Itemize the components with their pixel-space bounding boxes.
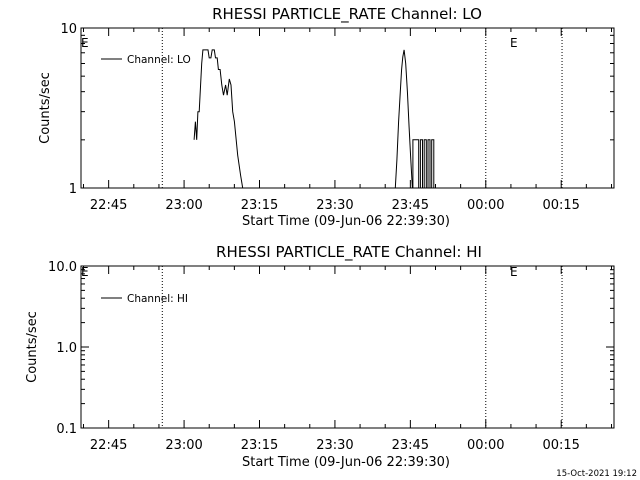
panel-lo-series (193, 49, 435, 189)
panel-hi-ytick-label: 10.0 (48, 260, 77, 275)
panel-lo: RHESSI PARTICLE_RATE Channel: LO 22:45 23… (38, 5, 615, 229)
panel-lo-xtick-label: 00:15 (542, 198, 579, 213)
panel-lo-vlines (161, 28, 563, 188)
panel-lo-xlabel: Start Time (09-Jun-06 22:39:30) (242, 214, 450, 229)
panel-hi-xtick-label: 00:15 (542, 438, 579, 453)
footer-timestamp: 15-Oct-2021 19:12 (556, 469, 637, 479)
panel-lo-axis-ticks: 22:45 23:00 23:15 23:30 23:45 00:00 00:15 1 10 (60, 22, 614, 213)
panel-hi-marker-start: E (81, 265, 89, 279)
panel-hi-xtick-label: 22:45 (90, 438, 127, 453)
series-lo-segment-3 (412, 139, 435, 189)
panel-lo-xtick-label: 23:00 (165, 198, 202, 213)
panel-hi-marker-end: E (510, 265, 518, 279)
panel-hi-ytick-label: 1.0 (56, 341, 77, 356)
panel-lo-xtick-label: 22:45 (90, 198, 127, 213)
panel-hi-ylabel: Counts/sec (25, 311, 40, 383)
panel-hi-title: RHESSI PARTICLE_RATE Channel: HI (216, 243, 482, 262)
panel-lo-xtick-label: 23:45 (392, 198, 429, 213)
panel-lo-legend-label: Channel: LO (127, 54, 191, 66)
panel-hi-xtick-label: 23:00 (165, 438, 202, 453)
panel-hi-legend-label: Channel: HI (127, 293, 188, 305)
panel-lo-ytick-label: 1 (69, 182, 77, 197)
panel-lo-ylabel: Counts/sec (38, 72, 53, 144)
panel-hi-vlines (161, 266, 563, 428)
panel-lo-title: RHESSI PARTICLE_RATE Channel: LO (212, 5, 482, 24)
series-lo-segment-1 (193, 49, 244, 189)
panel-lo-frame (80, 27, 615, 189)
panel-hi-axis-ticks: 22:45 23:00 23:15 23:30 23:45 00:00 00:15 0.1 1.… (48, 260, 614, 453)
panel-lo-xtick-label: 23:30 (316, 198, 353, 213)
panel-hi-ytick-label: 0.1 (56, 422, 77, 437)
panel-hi: RHESSI PARTICLE_RATE Channel: HI 22:45 23… (25, 243, 615, 470)
panel-hi-frame (80, 265, 615, 429)
panel-hi-xtick-label: 23:30 (316, 438, 353, 453)
panel-lo-xtick-label: 23:15 (241, 198, 278, 213)
panel-lo-marker-start: E (81, 36, 89, 50)
panel-hi-xtick-label: 23:15 (241, 438, 278, 453)
panel-lo-marker-end: E (510, 36, 518, 50)
panel-hi-xlabel: Start Time (09-Jun-06 22:39:30) (242, 455, 450, 470)
panel-hi-xtick-label: 00:00 (467, 438, 504, 453)
panel-hi-xtick-label: 23:45 (392, 438, 429, 453)
panel-lo-ytick-label: 10 (60, 22, 77, 37)
panel-lo-xtick-label: 00:00 (467, 198, 504, 213)
series-lo-segment-2 (394, 49, 413, 189)
